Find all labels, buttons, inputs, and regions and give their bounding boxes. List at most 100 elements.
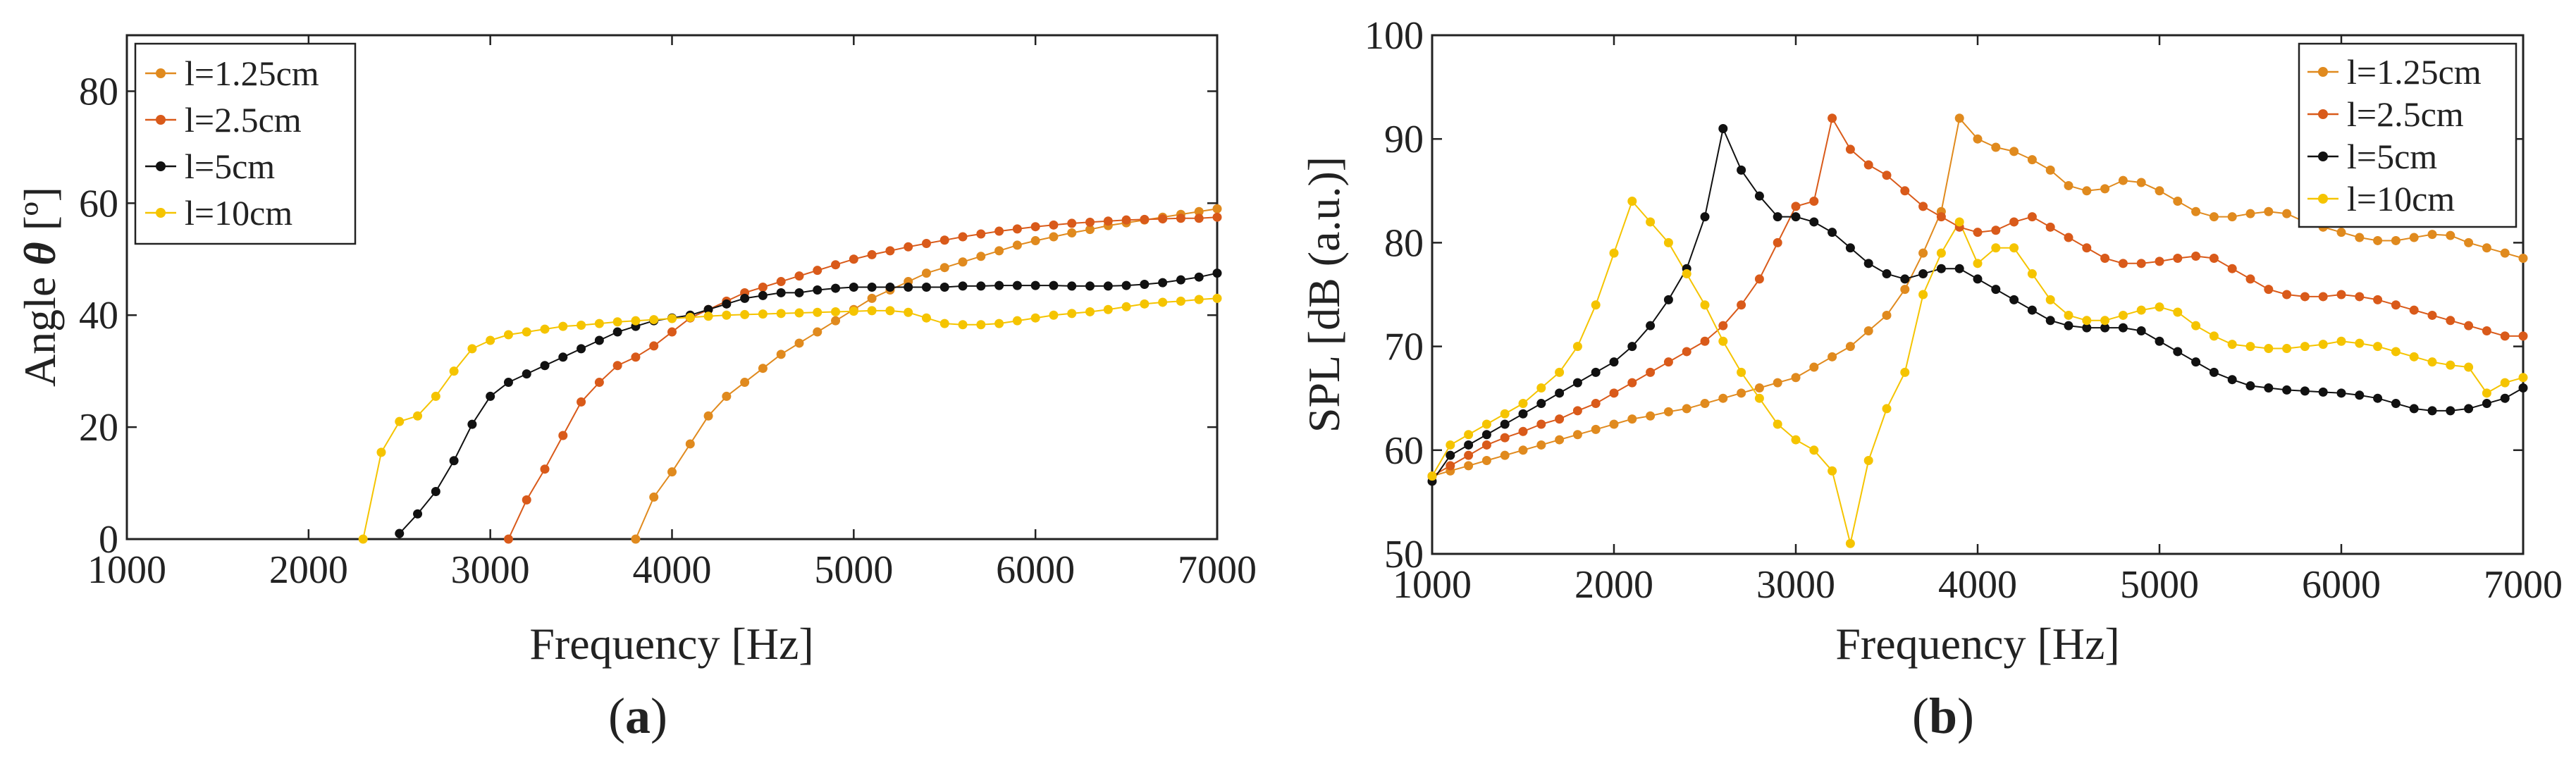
data-point	[522, 495, 531, 505]
data-point	[1609, 357, 1619, 367]
data-point	[2336, 228, 2346, 237]
data-point	[776, 288, 786, 297]
data-point	[1737, 388, 1746, 398]
data-point	[2282, 344, 2292, 354]
data-point	[1555, 435, 1565, 445]
data-point	[1754, 393, 1764, 403]
y-tick-label: 80	[79, 70, 118, 113]
data-point	[1682, 269, 1691, 279]
y-tick-label: 50	[1384, 533, 1424, 576]
data-point	[1212, 204, 1222, 214]
x-tick-label: 6000	[996, 548, 1075, 592]
data-point	[1609, 248, 1619, 258]
data-point	[2009, 217, 2019, 227]
y-tick-label: 70	[1384, 326, 1424, 369]
legend-swatch-marker	[2318, 67, 2328, 77]
legend-swatch-marker	[156, 208, 166, 218]
data-point	[758, 283, 768, 292]
x-tick-label: 2000	[269, 548, 348, 592]
data-point	[2373, 295, 2383, 304]
data-point	[1718, 123, 1728, 133]
data-point	[503, 534, 513, 544]
data-point	[2282, 290, 2292, 299]
legend-swatch-marker	[156, 68, 166, 78]
data-point	[2373, 235, 2383, 245]
data-point	[1900, 285, 1910, 295]
data-point	[2336, 336, 2346, 346]
data-point	[1103, 281, 1113, 291]
data-point	[722, 299, 732, 309]
y-tick-label: 20	[79, 406, 118, 450]
data-point	[2027, 212, 2037, 222]
y-tick-label: 60	[79, 182, 118, 226]
data-point	[2518, 383, 2528, 393]
data-point	[2009, 147, 2019, 156]
data-point	[776, 309, 786, 319]
data-point	[685, 312, 695, 322]
data-point	[1918, 290, 1928, 299]
data-point	[1176, 296, 1185, 306]
data-point	[885, 306, 895, 316]
data-point	[1555, 388, 1565, 398]
data-point	[1936, 264, 1946, 273]
data-point	[776, 350, 786, 359]
data-point	[577, 397, 586, 407]
legend-swatch-marker	[2318, 109, 2328, 119]
data-point	[1845, 144, 1855, 154]
legend-swatch-marker	[156, 161, 166, 171]
data-point	[2009, 295, 2019, 304]
data-point	[1067, 309, 1077, 319]
data-point	[649, 341, 659, 351]
data-point	[2100, 316, 2110, 326]
data-point	[2464, 362, 2474, 372]
data-point	[2518, 253, 2528, 263]
data-point	[813, 285, 822, 295]
data-point	[1718, 336, 1728, 346]
data-point	[2482, 399, 2491, 409]
data-point	[1481, 456, 1491, 466]
data-point	[1809, 362, 1819, 372]
data-point	[849, 254, 858, 264]
data-point	[921, 313, 931, 323]
data-point	[685, 439, 695, 449]
data-point	[1627, 378, 1637, 388]
data-point	[1700, 399, 1710, 409]
panel-b-caption: (b)	[1912, 688, 1974, 744]
data-point	[1863, 326, 1873, 336]
data-point	[1936, 248, 1946, 258]
data-point	[1012, 280, 1022, 290]
data-point	[2100, 253, 2110, 263]
data-point	[958, 320, 968, 330]
data-point	[1158, 214, 1168, 224]
data-point	[722, 310, 732, 320]
data-point	[577, 321, 586, 331]
data-point	[2045, 316, 2055, 326]
data-point	[994, 319, 1004, 328]
data-point	[2355, 292, 2365, 302]
data-point	[1049, 232, 1059, 242]
data-point	[1555, 414, 1565, 424]
data-point	[2427, 357, 2437, 367]
data-point	[1518, 399, 1528, 409]
data-point	[522, 369, 531, 379]
legend-label: l=10cm	[185, 193, 292, 233]
data-point	[376, 447, 386, 457]
data-point	[2155, 257, 2164, 266]
y-tick-label: 100	[1364, 14, 1424, 58]
data-point	[486, 391, 495, 401]
data-point	[1572, 378, 1582, 388]
data-point	[904, 242, 913, 252]
data-point	[921, 239, 931, 249]
data-point	[1591, 399, 1601, 409]
data-point	[1572, 342, 1582, 352]
data-point	[758, 309, 768, 319]
data-point	[612, 327, 622, 337]
series-line-l=5cm	[399, 272, 1218, 534]
legend-label: l=10cm	[2347, 179, 2455, 218]
data-point	[885, 246, 895, 256]
series-line-l=2.5cm	[507, 216, 1218, 540]
data-point	[1737, 367, 1746, 377]
data-point	[1500, 409, 1510, 419]
data-point	[776, 277, 786, 287]
data-point	[2264, 383, 2274, 393]
